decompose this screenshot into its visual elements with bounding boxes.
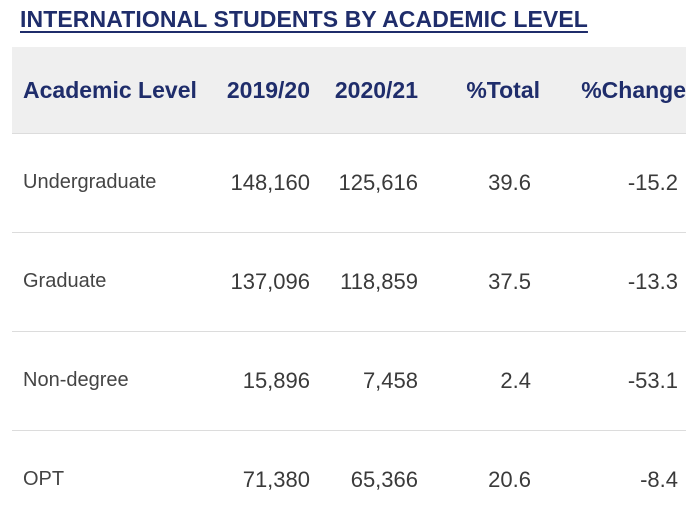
cell-pct-change: -53.1: [627, 367, 678, 393]
cell-2020-21: 7,458: [362, 367, 418, 393]
cell-pct-total: 39.6: [488, 169, 531, 195]
table-row: Graduate 137,096 118,859 37.5 -13.3: [12, 232, 686, 331]
cell-level: Undergraduate: [23, 171, 157, 193]
students-table: Academic Level 2019/20 2020/21 %Total %C…: [12, 47, 686, 529]
table-row: Undergraduate 148,160 125,616 39.6 -15.2: [12, 133, 686, 232]
header-pct-change: %Change: [581, 76, 686, 103]
table-title: INTERNATIONAL STUDENTS BY ACADEMIC LEVEL: [20, 6, 588, 32]
cell-pct-total: 37.5: [488, 268, 531, 294]
cell-level: Non-degree: [23, 369, 129, 391]
header-2020-21: 2020/21: [334, 76, 418, 103]
header-academic-level: Academic Level: [23, 76, 197, 103]
cell-2020-21: 118,859: [340, 268, 418, 294]
cell-level: Graduate: [23, 270, 107, 292]
cell-2019-20: 15,896: [242, 367, 310, 393]
cell-2020-21: 125,616: [338, 169, 418, 195]
cell-2019-20: 71,380: [242, 466, 310, 492]
cell-pct-total: 20.6: [488, 466, 531, 492]
cell-level: OPT: [23, 468, 65, 491]
header-pct-total: %Total: [466, 76, 540, 103]
cell-pct-change: -8.4: [640, 466, 678, 492]
cell-2020-21: 65,366: [350, 466, 418, 492]
cell-pct-change: -13.3: [627, 268, 678, 294]
cell-pct-total: 2.4: [500, 367, 531, 393]
cell-2019-20: 137,096: [230, 268, 310, 294]
cell-2019-20: 148,160: [230, 169, 310, 195]
cell-pct-change: -15.2: [627, 169, 678, 195]
header-row: Academic Level 2019/20 2020/21 %Total %C…: [12, 47, 686, 133]
table-row: OPT 71,380 65,366 20.6 -8.4: [12, 430, 686, 529]
table-row: Non-degree 15,896 7,458 2.4 -53.1: [12, 331, 686, 430]
header-2019-20: 2019/20: [226, 76, 310, 103]
